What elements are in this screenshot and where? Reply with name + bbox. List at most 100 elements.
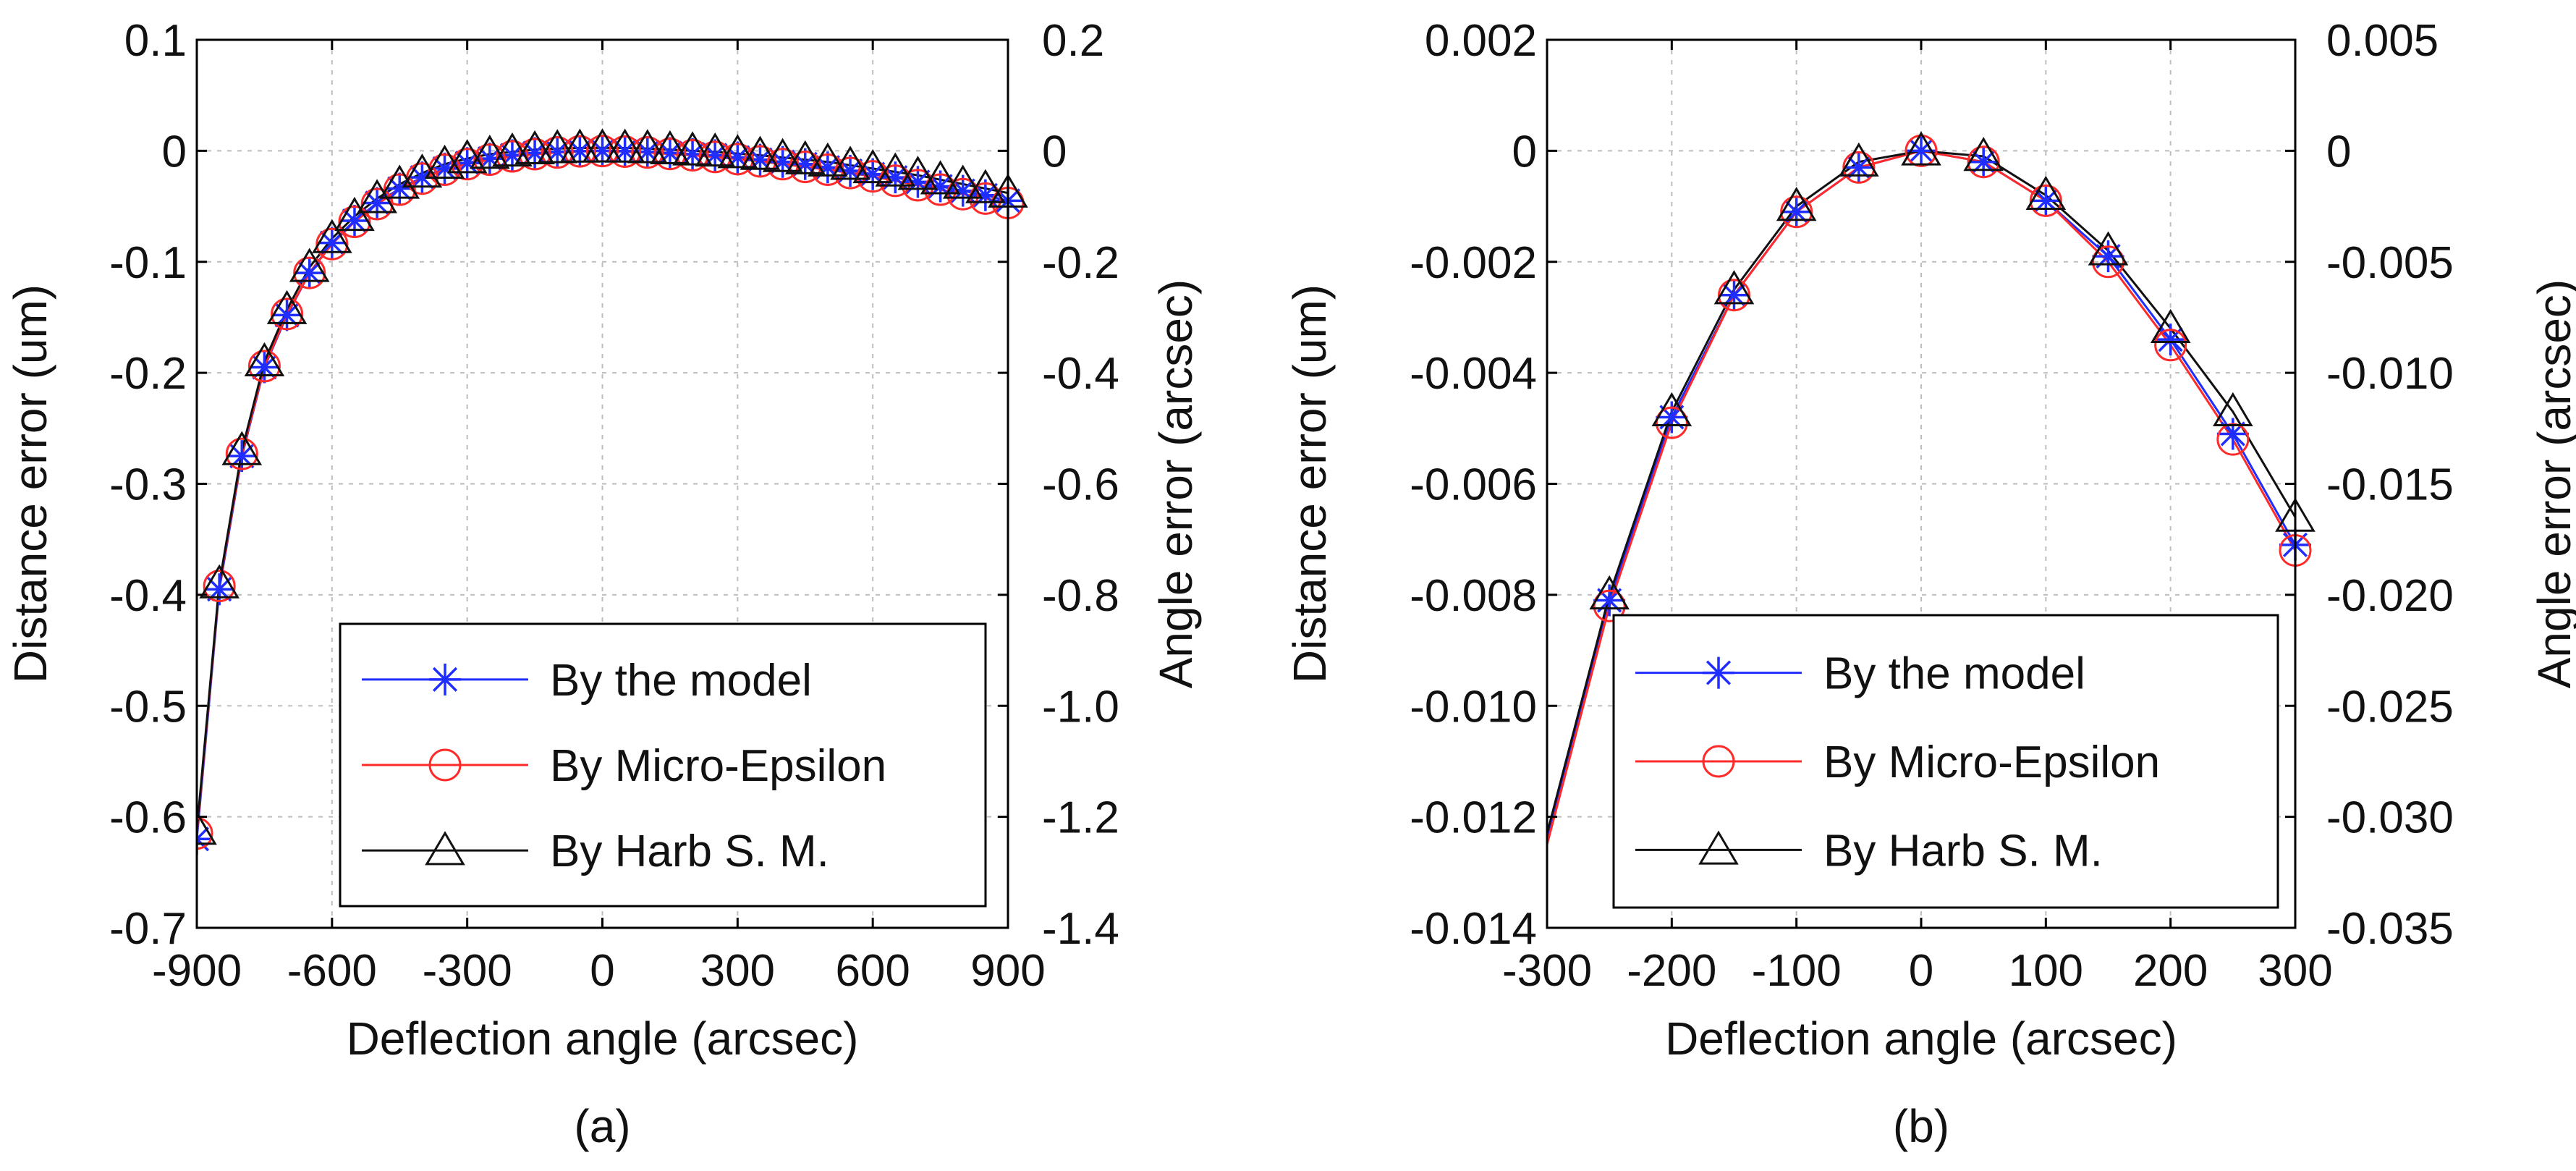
data-point-by-harb-s-m- [2025,175,2067,210]
data-point-by-micro-epsilon [383,173,416,206]
data-point-by-the-model [473,143,506,175]
data-point-by-harb-s-m- [808,142,848,177]
data-point-by-harb-s-m- [875,152,916,187]
y-tick-label: -0.004 [1410,349,1537,399]
subfigure-caption: (a) [574,1100,630,1152]
subfigure-caption: (b) [1893,1100,1949,1152]
data-point-by-harb-s-m- [1776,187,1817,221]
data-point-by-the-model [406,161,438,194]
y2-tick-label: -0.015 [2326,460,2454,510]
data-point-by-the-model [653,137,686,169]
data-point-by-harb-s-m- [334,196,375,232]
data-point-by-harb-s-m- [266,289,308,324]
data-point-by-harb-s-m- [650,130,690,165]
data-point-by-the-model [496,139,528,172]
data-point-by-micro-epsilon [2092,245,2124,279]
data-point-by-the-model [811,151,844,184]
x-tick-label: -300 [423,946,512,996]
y2-tick-label: -0.8 [1042,571,1119,621]
data-point-by-the-model [1656,401,1688,434]
data-point-by-micro-epsilon [609,135,642,168]
y2-tick-label: -1.2 [1042,793,1119,843]
data-point-by-micro-epsilon [1718,279,1750,312]
data-point-by-harb-s-m- [514,130,555,165]
x-tick-label: 300 [700,946,775,996]
data-point-by-harb-s-m- [965,169,1006,203]
data-point-by-harb-s-m- [1901,131,1941,166]
data-point-by-micro-epsilon [541,136,574,169]
data-point-by-micro-epsilon [518,138,551,171]
data-point-by-the-model [766,145,799,178]
y2-tick-label: -1.4 [1042,904,1119,954]
data-point-by-micro-epsilon [1655,406,1688,439]
data-point-by-harb-s-m- [1839,142,1879,177]
x-tick-label: 0 [590,946,614,996]
y2-tick-label: -0.035 [2326,904,2454,954]
legend-label-by-micro-epsilon: By Micro-Epsilon [550,741,886,791]
data-point-by-the-model [1593,584,1626,617]
y2-tick-label: 0.2 [1042,16,1104,66]
y2-tick-label: -0.025 [2326,682,2454,732]
x-tick-label: -200 [1627,946,1716,996]
data-point-by-harb-s-m- [830,145,870,180]
data-point-by-the-model [2154,324,2187,356]
legend-label-by-micro-epsilon: By Micro-Epsilon [1823,737,2160,787]
y2-axis-label: Angle error (arcsec) [1150,279,1202,689]
data-point-by-the-model [721,141,754,174]
data-point-by-harb-s-m- [784,140,826,174]
y-tick-label: -0.4 [109,571,187,621]
data-point-by-harb-s-m- [2088,231,2129,266]
data-point-by-micro-epsilon [2029,184,2062,217]
data-point-by-micro-epsilon [451,148,484,181]
data-point-by-the-model [428,152,461,185]
data-point-by-harb-s-m- [1589,575,1630,610]
data-point-by-the-model [1905,135,1937,167]
x-tick-label: -300 [1502,946,1592,996]
x-tick-label: 600 [835,946,910,996]
data-point-by-the-model [1718,279,1750,311]
data-point-by-micro-epsilon [698,140,732,174]
data-point-by-micro-epsilon [225,437,258,470]
y-tick-label: -0.7 [109,904,187,954]
data-point-by-harb-s-m- [312,219,352,253]
data-point-by-the-model [631,135,664,168]
legend-marker-by-micro-epsilon [428,748,462,782]
y-tick-label: -0.008 [1410,571,1537,621]
data-point-by-harb-s-m- [1963,137,2004,172]
data-point-by-the-model [519,137,551,169]
data-point-by-harb-s-m- [695,132,736,167]
y-tick-label: -0.006 [1410,460,1537,510]
data-point-by-harb-s-m- [197,811,217,845]
data-point-by-the-model [1780,195,1813,228]
data-point-by-harb-s-m- [446,139,488,174]
data-point-by-micro-epsilon [563,135,596,168]
y-tick-label: 0 [162,127,187,177]
data-point-by-micro-epsilon [653,138,687,171]
data-point-by-the-model [924,170,957,203]
data-point-by-harb-s-m- [897,156,939,190]
legend-marker-by-micro-epsilon [1702,745,1735,778]
legend-label-by-the-model: By the model [1823,649,2085,699]
data-point-by-harb-s-m- [920,160,961,195]
data-point-by-the-model [541,135,574,168]
data-point-by-micro-epsilon [1967,145,2000,179]
legend-marker-by-harb-s-m- [425,831,465,866]
data-point-by-micro-epsilon [2154,329,2187,362]
x-axis-label: Deflection angle (arcsec) [347,1013,859,1065]
y2-tick-label: -0.010 [2326,349,2454,399]
series-group [1547,131,2316,845]
x-tick-label: 100 [2009,946,2083,996]
data-point-by-harb-s-m- [762,138,803,172]
y-tick-label: 0 [1512,127,1537,177]
legend-label-by-the-model: By the model [550,656,812,706]
data-point-by-the-model [586,135,619,167]
data-point-by-micro-epsilon [586,135,619,168]
data-point-by-the-model [384,172,416,205]
chart-b: -300 -200 -100 0 100 200 300 0.002 0 -0.002 -0.004… [1284,16,2576,1152]
data-point-by-the-model [451,147,483,179]
y-tick-label: -0.6 [109,793,187,843]
data-point-by-harb-s-m- [379,164,420,199]
data-point-by-the-model [744,143,776,176]
data-point-by-the-model [902,166,934,198]
data-point-by-harb-s-m- [717,134,758,169]
